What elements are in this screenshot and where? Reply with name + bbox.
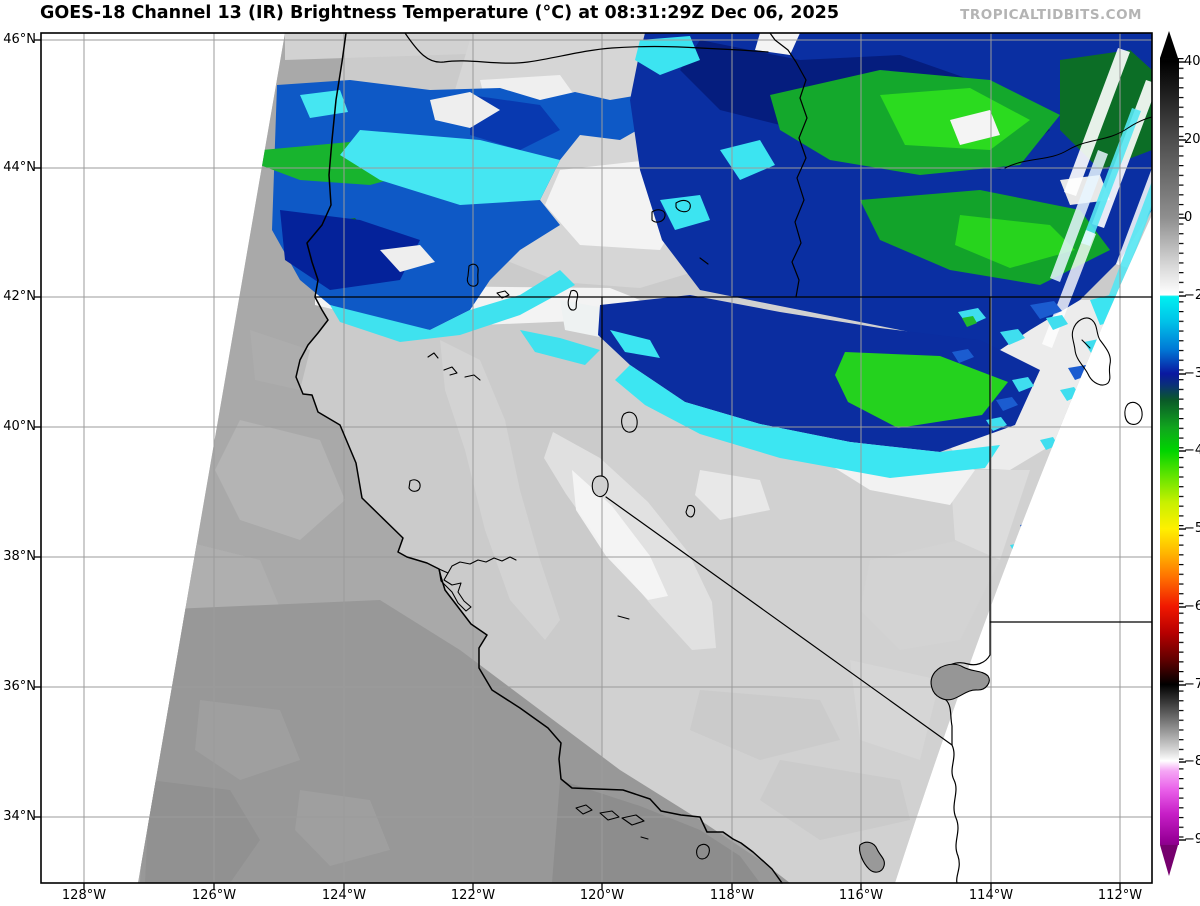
map-frame: [40, 32, 1153, 884]
coastline: [295, 32, 783, 884]
colorbar-under-range-arrow: [1160, 845, 1178, 876]
lon-tick-label: 114°W: [968, 888, 1014, 903]
lon-tick-label: 116°W: [838, 888, 884, 903]
colorbar-tick-label: −40: [1184, 443, 1200, 458]
cold-clouds-west: [260, 80, 655, 365]
axis-ticks: [34, 39, 1121, 890]
lat-tick-label: 34°N: [3, 809, 36, 824]
lat-tick-label: 44°N: [3, 160, 36, 175]
colorbar-tick-label: −50: [1184, 521, 1200, 536]
lon-tick-label: 122°W: [450, 888, 496, 903]
colorbar-over-range-arrow: [1160, 31, 1178, 58]
land-texture: [440, 340, 1000, 840]
colorbar-tick-label: −80: [1184, 754, 1200, 769]
colorbar-tick-label: −30: [1184, 366, 1200, 381]
cold-clouds-northeast: [630, 33, 1152, 350]
colorbar-tick-marks: [1179, 58, 1189, 845]
lon-tick-label: 128°W: [61, 888, 107, 903]
colorbar-tick-label: −20: [1184, 288, 1200, 303]
lat-tick-label: 36°N: [3, 679, 36, 694]
state-borders: [314, 32, 1153, 884]
lat-tick-label: 46°N: [3, 32, 36, 47]
lakes: [408, 199, 1143, 873]
lon-tick-label: 118°W: [709, 888, 755, 903]
colorbar-tick-label: 0: [1184, 210, 1193, 225]
colorbar-tick-label: 20: [1184, 132, 1200, 147]
colorbar-tick-label: −90: [1184, 832, 1200, 847]
lon-tick-label: 112°W: [1097, 888, 1143, 903]
figure-title: GOES-18 Channel 13 (IR) Brightness Tempe…: [40, 3, 840, 23]
lat-tick-label: 40°N: [3, 419, 36, 434]
watermark: TROPICALTIDBITS.COM: [960, 7, 1142, 23]
colorbar-tick-label: −60: [1184, 599, 1200, 614]
colorbar-tick-label: −70: [1184, 677, 1200, 692]
lat-tick-label: 38°N: [3, 549, 36, 564]
cold-clouds-nevada: [598, 295, 1040, 478]
colorbar-tick-label: 40: [1184, 54, 1200, 69]
lon-tick-label: 120°W: [579, 888, 625, 903]
colorbar-gradient: [1160, 58, 1179, 845]
lon-tick-label: 126°W: [191, 888, 237, 903]
lon-tick-label: 124°W: [321, 888, 367, 903]
lat-tick-label: 42°N: [3, 289, 36, 304]
